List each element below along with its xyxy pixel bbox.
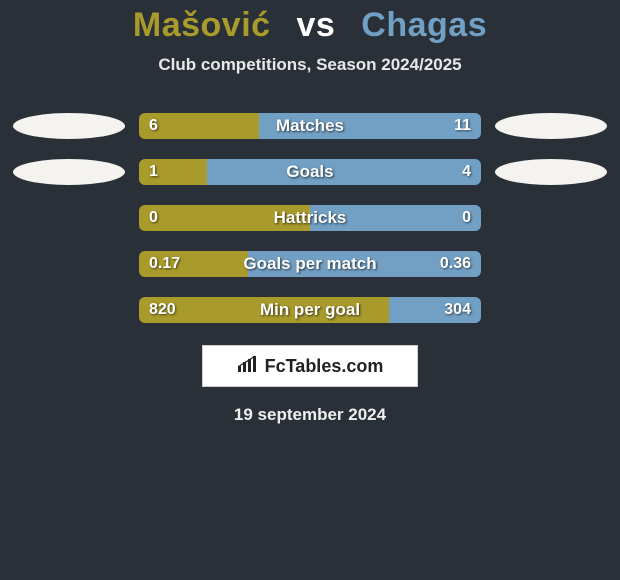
stat-row: 0.170.36Goals per match bbox=[0, 251, 620, 277]
stat-bar: 14Goals bbox=[139, 159, 481, 185]
stat-bar: 820304Min per goal bbox=[139, 297, 481, 323]
stats-container: 611Matches14Goals00Hattricks0.170.36Goal… bbox=[0, 113, 620, 323]
stat-row: 14Goals bbox=[0, 159, 620, 185]
stat-value-right: 304 bbox=[434, 301, 481, 319]
stat-bar-left: 0.17 bbox=[139, 251, 248, 277]
stat-value-right: 0 bbox=[452, 209, 481, 227]
title-player1: Mašović bbox=[133, 6, 271, 44]
stat-bar-left: 820 bbox=[139, 297, 389, 323]
stat-bar-right: 304 bbox=[389, 297, 481, 323]
stat-bar-left: 6 bbox=[139, 113, 259, 139]
player2-avatar bbox=[495, 113, 607, 139]
source-logo: FcTables.com bbox=[202, 345, 418, 387]
player1-avatar bbox=[13, 159, 125, 185]
stat-row: 00Hattricks bbox=[0, 205, 620, 231]
stat-row: 820304Min per goal bbox=[0, 297, 620, 323]
stat-value-left: 820 bbox=[139, 301, 186, 319]
stat-bar-right: 0 bbox=[310, 205, 481, 231]
stat-value-left: 6 bbox=[139, 117, 168, 135]
stat-bar-right: 11 bbox=[259, 113, 481, 139]
title-player2: Chagas bbox=[361, 6, 487, 44]
comparison-title: Mašović vs Chagas bbox=[0, 6, 620, 45]
player2-avatar bbox=[495, 159, 607, 185]
stat-row: 611Matches bbox=[0, 113, 620, 139]
stat-value-right: 11 bbox=[444, 117, 481, 135]
stat-value-left: 0 bbox=[139, 209, 168, 227]
stat-bar: 611Matches bbox=[139, 113, 481, 139]
title-vs: vs bbox=[297, 6, 336, 44]
player1-avatar bbox=[13, 113, 125, 139]
stat-value-left: 1 bbox=[139, 163, 168, 181]
stat-bar-left: 0 bbox=[139, 205, 310, 231]
stat-bar: 00Hattricks bbox=[139, 205, 481, 231]
logo-text: FcTables.com bbox=[265, 356, 384, 377]
bar-chart-icon bbox=[237, 355, 259, 378]
stat-bar-right: 4 bbox=[207, 159, 481, 185]
stat-bar: 0.170.36Goals per match bbox=[139, 251, 481, 277]
stat-value-right: 0.36 bbox=[430, 255, 481, 273]
stat-bar-right: 0.36 bbox=[248, 251, 481, 277]
subtitle: Club competitions, Season 2024/2025 bbox=[0, 55, 620, 75]
stat-value-left: 0.17 bbox=[139, 255, 190, 273]
stat-bar-left: 1 bbox=[139, 159, 207, 185]
snapshot-date: 19 september 2024 bbox=[0, 405, 620, 425]
stat-value-right: 4 bbox=[452, 163, 481, 181]
